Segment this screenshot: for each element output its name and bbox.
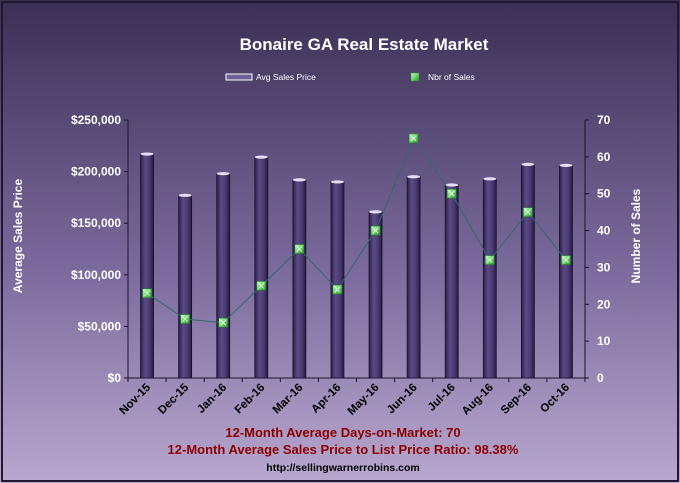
point-glint xyxy=(372,227,379,234)
point-glint xyxy=(525,209,531,215)
y-tick-label: $100,000 xyxy=(71,268,121,282)
point-glint xyxy=(220,319,226,326)
bar-cap xyxy=(216,172,230,176)
bar-cap xyxy=(254,155,268,159)
y-axis-ticks: $0 $50,000 $100,000 $150,000 $200,000 $250,00… xyxy=(71,113,128,385)
bar-cap xyxy=(483,177,497,181)
bar-cap xyxy=(369,210,383,214)
y2-tick-label: 0 xyxy=(597,371,604,385)
y-tick-label: $150,000 xyxy=(71,216,121,230)
point-glint xyxy=(448,190,455,197)
y-tick-label: $250,000 xyxy=(71,113,121,127)
bar-dec-15 xyxy=(178,194,193,379)
bar-oct-16 xyxy=(559,165,573,379)
footer-days-on-market: 12-Month Average Days-on-Market: 70 xyxy=(225,425,460,440)
y2-tick-label: 20 xyxy=(597,297,611,311)
point-glint xyxy=(487,257,493,263)
bar-series xyxy=(140,152,573,379)
bar-cap xyxy=(330,180,344,184)
legend-bar-swatch xyxy=(225,73,253,81)
y2-tick-label: 40 xyxy=(597,224,611,238)
y2-tick-label: 70 xyxy=(597,113,611,127)
footer-url-link[interactable]: http://sellingwarnerrobins.com xyxy=(266,462,419,474)
bar-apr-16 xyxy=(330,181,345,379)
point-glint xyxy=(258,283,265,289)
footer-price-ratio: 12-Month Average Sales Price to List Pri… xyxy=(168,442,519,457)
line-series xyxy=(142,133,571,328)
y2-axis-title: Number of Sales xyxy=(629,188,643,283)
y2-tick-label: 60 xyxy=(597,150,611,164)
bar-cap xyxy=(140,152,154,156)
legend-label-nbr-of-sales: Nbr of Sales xyxy=(428,72,475,82)
y2-tick-label: 10 xyxy=(597,334,611,348)
bar-nov-15 xyxy=(140,153,154,379)
y2-axis-ticks: 0 10 20 30 40 50 60 70 xyxy=(585,113,611,385)
bar-aug-16 xyxy=(482,178,497,379)
bar-feb-16 xyxy=(254,156,269,379)
bar-mar-16 xyxy=(292,179,307,379)
bar-cap xyxy=(292,178,306,182)
bar-cap xyxy=(178,193,192,197)
y-tick-label: $0 xyxy=(108,371,122,385)
point-glint xyxy=(410,135,417,142)
legend: Avg Sales Price Nbr of Sales xyxy=(225,72,475,82)
bar-cap xyxy=(521,162,535,166)
point-glint xyxy=(296,246,303,252)
point-glint xyxy=(334,286,341,293)
bar-cap xyxy=(445,183,459,187)
legend-label-avg-sales-price: Avg Sales Price xyxy=(256,72,316,82)
y-tick-label: $200,000 xyxy=(71,165,121,179)
y2-tick-label: 50 xyxy=(597,187,611,201)
bar-sep-16 xyxy=(520,163,535,379)
point-glint xyxy=(563,257,569,263)
bar-cap xyxy=(559,163,573,168)
point-glint xyxy=(144,290,150,297)
legend-marker-swatch xyxy=(410,72,420,82)
y-axis-title: Average Sales Price xyxy=(11,179,25,294)
chart-title: Bonaire GA Real Estate Market xyxy=(240,35,489,54)
bar-jan-16 xyxy=(216,173,231,379)
point-glint xyxy=(182,316,188,322)
bar-jun-16 xyxy=(406,176,421,379)
bar-cap xyxy=(407,175,421,179)
nbr-of-sales-line xyxy=(146,137,567,324)
y2-tick-label: 30 xyxy=(597,260,611,274)
bar-jul-16 xyxy=(444,184,459,379)
y-tick-label: $50,000 xyxy=(78,319,122,333)
